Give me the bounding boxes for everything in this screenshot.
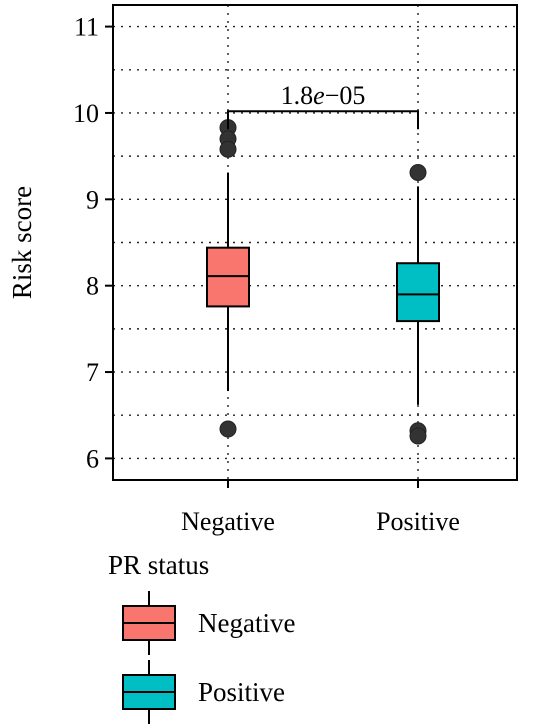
axis-layer: 6 7 8 9 10 11 Negative Positive	[73, 13, 460, 536]
legend-item-positive: Positive	[122, 660, 285, 724]
legend-item-negative: Negative	[122, 591, 295, 655]
y-tick-label: 8	[86, 272, 99, 301]
outlier-point	[219, 140, 237, 158]
outlier-point	[409, 427, 427, 445]
box-negative	[206, 119, 250, 438]
y-tick-label: 11	[74, 13, 99, 42]
p-value-label: 1.8e−05	[281, 81, 366, 110]
y-tick-label: 10	[73, 99, 99, 128]
plot-border	[112, 4, 518, 481]
x-tick-label: Negative	[181, 507, 275, 536]
outlier-point	[219, 420, 237, 438]
box-iqr	[396, 262, 440, 323]
y-tick-label: 6	[86, 444, 99, 473]
legend: PR status Negative Positive	[108, 550, 295, 724]
x-tick-label: Positive	[376, 507, 460, 536]
y-axis-title: Risk score	[7, 186, 37, 299]
legend-item-label: Positive	[198, 677, 285, 707]
comparison-layer: 1.8e−05	[227, 81, 419, 130]
legend-title: PR status	[108, 550, 209, 580]
comparison-bracket	[227, 110, 419, 130]
grid-layer	[113, 5, 517, 480]
legend-item-label: Negative	[198, 608, 295, 638]
y-tick-label: 7	[86, 358, 99, 387]
box-positive	[396, 164, 440, 445]
outlier-point	[409, 164, 427, 182]
y-tick-label: 9	[86, 185, 99, 214]
boxes-layer	[206, 119, 440, 445]
